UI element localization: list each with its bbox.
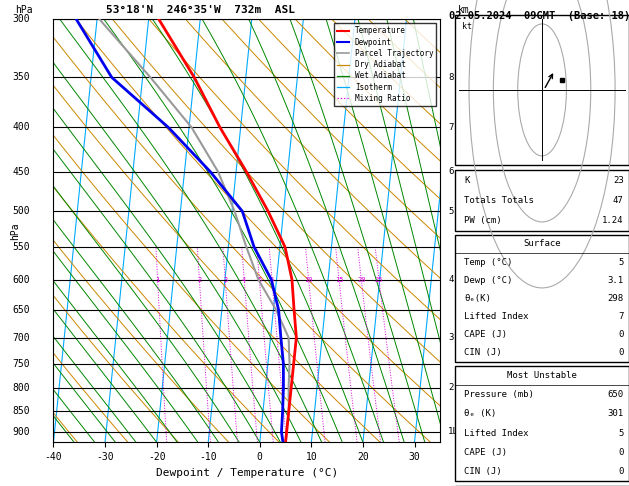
Text: ASL: ASL bbox=[455, 22, 472, 32]
Text: 5: 5 bbox=[618, 258, 623, 266]
Text: 25: 25 bbox=[375, 277, 383, 283]
Text: 750: 750 bbox=[13, 359, 30, 368]
Text: Surface: Surface bbox=[523, 239, 561, 248]
Text: θₑ(K): θₑ(K) bbox=[464, 294, 491, 303]
Bar bbox=[455, 15, 629, 165]
Text: 850: 850 bbox=[13, 405, 30, 416]
Text: 5: 5 bbox=[618, 429, 623, 438]
Text: Lifted Index: Lifted Index bbox=[464, 429, 528, 438]
Text: 0: 0 bbox=[618, 467, 623, 476]
Text: 5: 5 bbox=[257, 277, 262, 283]
Text: 3: 3 bbox=[448, 333, 454, 342]
Text: 47: 47 bbox=[613, 196, 623, 205]
Text: 8: 8 bbox=[448, 73, 454, 82]
Text: K: K bbox=[464, 176, 469, 185]
Text: 4: 4 bbox=[448, 275, 454, 284]
Text: 5: 5 bbox=[448, 207, 454, 216]
Text: 650: 650 bbox=[608, 390, 623, 399]
Bar bbox=[455, 366, 629, 481]
Text: Temp (°C): Temp (°C) bbox=[464, 258, 513, 266]
Text: 3.1: 3.1 bbox=[608, 276, 623, 285]
Text: 500: 500 bbox=[13, 206, 30, 216]
Text: 6: 6 bbox=[448, 167, 454, 176]
Text: CAPE (J): CAPE (J) bbox=[464, 330, 507, 339]
Text: Most Unstable: Most Unstable bbox=[507, 371, 577, 380]
Text: θₑ (K): θₑ (K) bbox=[464, 409, 496, 418]
Text: 1LCL: 1LCL bbox=[448, 428, 469, 436]
Text: 0: 0 bbox=[618, 448, 623, 457]
Text: CIN (J): CIN (J) bbox=[464, 348, 502, 358]
Text: Lifted Index: Lifted Index bbox=[464, 312, 528, 321]
Text: 53°18'N  246°35'W  732m  ASL: 53°18'N 246°35'W 732m ASL bbox=[106, 5, 295, 15]
Text: 1: 1 bbox=[155, 277, 160, 283]
Text: 10: 10 bbox=[304, 277, 313, 283]
Text: Dewp (°C): Dewp (°C) bbox=[464, 276, 513, 285]
Bar bbox=[455, 170, 629, 231]
Bar bbox=[455, 235, 629, 362]
Text: 300: 300 bbox=[13, 15, 30, 24]
Text: 650: 650 bbox=[13, 305, 30, 315]
Text: 301: 301 bbox=[608, 409, 623, 418]
Text: 7: 7 bbox=[618, 312, 623, 321]
Text: 900: 900 bbox=[13, 427, 30, 437]
Text: CIN (J): CIN (J) bbox=[464, 467, 502, 476]
Text: 7: 7 bbox=[448, 123, 454, 132]
Text: 3: 3 bbox=[223, 277, 227, 283]
Text: 400: 400 bbox=[13, 122, 30, 133]
Text: 298: 298 bbox=[608, 294, 623, 303]
Text: 2: 2 bbox=[448, 383, 454, 392]
Text: 6: 6 bbox=[270, 277, 274, 283]
Text: Mixing Ratio (g/kg): Mixing Ratio (g/kg) bbox=[474, 243, 484, 346]
Text: hPa: hPa bbox=[10, 222, 19, 240]
Text: 800: 800 bbox=[13, 383, 30, 393]
Legend: Temperature, Dewpoint, Parcel Trajectory, Dry Adiabat, Wet Adiabat, Isotherm, Mi: Temperature, Dewpoint, Parcel Trajectory… bbox=[334, 23, 437, 106]
Text: 600: 600 bbox=[13, 275, 30, 285]
Text: 23: 23 bbox=[613, 176, 623, 185]
Text: 20: 20 bbox=[357, 277, 365, 283]
Text: 02.05.2024  09GMT  (Base: 18): 02.05.2024 09GMT (Base: 18) bbox=[448, 11, 629, 21]
Text: Pressure (mb): Pressure (mb) bbox=[464, 390, 534, 399]
Text: 15: 15 bbox=[335, 277, 343, 283]
X-axis label: Dewpoint / Temperature (°C): Dewpoint / Temperature (°C) bbox=[156, 468, 338, 478]
Text: Totals Totals: Totals Totals bbox=[464, 196, 534, 205]
Text: 0: 0 bbox=[618, 348, 623, 358]
Text: 450: 450 bbox=[13, 167, 30, 177]
Text: 0: 0 bbox=[618, 330, 623, 339]
Text: CAPE (J): CAPE (J) bbox=[464, 448, 507, 457]
Text: 700: 700 bbox=[13, 332, 30, 343]
Text: 4: 4 bbox=[242, 277, 247, 283]
Text: 2: 2 bbox=[198, 277, 201, 283]
Text: km: km bbox=[458, 5, 469, 15]
Text: 1.24: 1.24 bbox=[602, 216, 623, 225]
Text: PW (cm): PW (cm) bbox=[464, 216, 502, 225]
Text: 550: 550 bbox=[13, 242, 30, 252]
Text: hPa: hPa bbox=[15, 5, 33, 15]
Text: 350: 350 bbox=[13, 72, 30, 82]
Text: kt: kt bbox=[462, 22, 472, 31]
